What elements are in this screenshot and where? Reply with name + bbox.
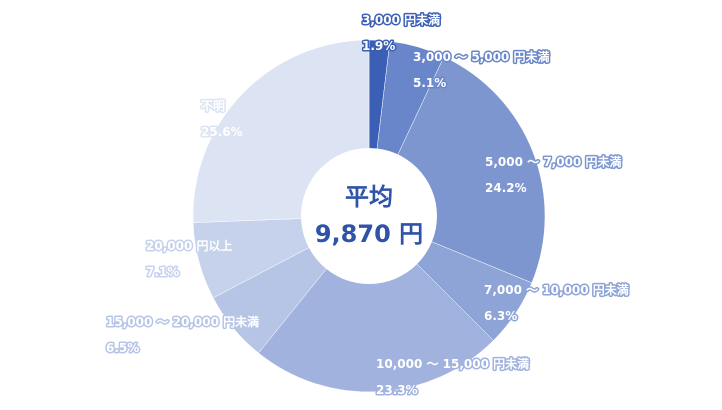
donut-hole (301, 148, 437, 284)
center-title: 平均 (345, 183, 393, 211)
slice-value-0: 1.9% (362, 39, 395, 53)
slice-value-2: 24.2% (485, 181, 527, 195)
slice-value-1: 5.1% (413, 76, 446, 90)
slice-value-5: 6.5% (106, 341, 139, 355)
center-average-value: 9,870 円 (315, 220, 423, 248)
slice-value-3: 6.3% (484, 309, 517, 323)
slice-label-5: 15,000 ～ 20,000 円未満 (106, 314, 259, 329)
slice-label-3: 7,000 ～ 10,000 円未満 (484, 282, 629, 297)
slice-label-1: 3,000 ～ 5,000 円未満 (413, 49, 549, 64)
slice-value-4: 23.3% (376, 383, 418, 397)
slice-value-7: 25.6% (201, 125, 243, 139)
slice-label-4: 10,000 ～ 15,000 円未満 (376, 356, 529, 371)
slice-label-0: 3,000 円未満 (362, 12, 440, 27)
slice-value-6: 7.1% (146, 265, 179, 279)
slice-4 (258, 215, 494, 393)
slice-labels: 3,000 円未満 1.9% 3,000 ～ 5,000 円未満 5.1% 5,000 … (105, 11, 631, 399)
slice-label-2: 5,000 ～ 7,000 円未満 (485, 154, 621, 169)
slice-label-6: 20,000 円以上 (146, 238, 233, 253)
slice-label-7: 不明 (201, 99, 225, 113)
